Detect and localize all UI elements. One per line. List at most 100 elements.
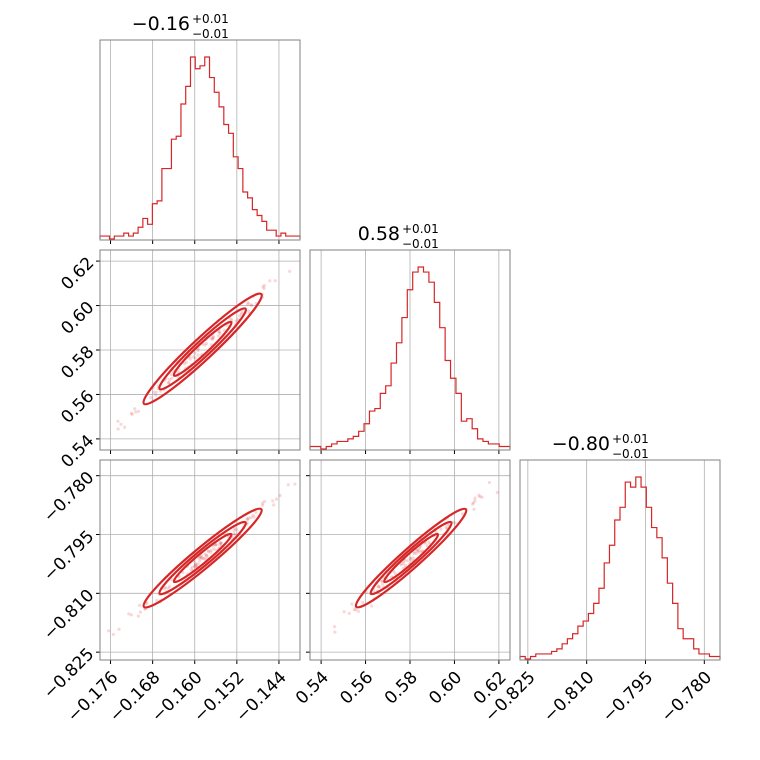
sample-point	[356, 609, 361, 613]
histogram-3	[519, 476, 721, 660]
sample-point	[246, 301, 250, 305]
sample-point	[219, 541, 223, 545]
sample-point	[196, 353, 200, 357]
sample-point	[193, 351, 197, 355]
y-tick-label: 0.58	[57, 342, 98, 383]
sample-point	[401, 562, 406, 566]
sample-point	[214, 543, 218, 547]
histogram-1	[99, 56, 301, 240]
sample-point	[167, 380, 171, 385]
sample-point	[286, 483, 290, 487]
sample-point	[217, 334, 221, 338]
contour-level-1	[383, 532, 440, 584]
contour-level-3	[142, 507, 263, 609]
sample-point	[199, 556, 204, 560]
sample-point	[416, 550, 420, 554]
contour-level-2	[158, 520, 247, 596]
sample-point	[207, 550, 211, 554]
sample-point	[196, 348, 200, 353]
sample-point	[232, 528, 236, 533]
panel-title-plus-error: +0.01	[612, 432, 649, 446]
sample-point	[202, 556, 206, 560]
sample-point	[182, 361, 187, 366]
sample-point	[240, 310, 244, 314]
sample-point	[205, 553, 209, 557]
sample-point	[444, 525, 448, 530]
sample-point	[193, 356, 197, 360]
sample-point	[116, 419, 120, 423]
sample-point	[218, 543, 222, 547]
contour-level-1	[172, 532, 233, 584]
sample-point	[477, 493, 481, 497]
x-tick-label: −0.810	[540, 668, 599, 727]
sample-point	[193, 565, 197, 569]
sample-point	[342, 610, 346, 614]
sample-point	[263, 499, 267, 504]
sample-point	[197, 556, 201, 560]
sample-point	[188, 357, 192, 361]
sample-point	[234, 319, 238, 323]
sample-point	[278, 493, 282, 498]
sample-point	[252, 515, 256, 519]
panel-frame	[99, 249, 301, 451]
sample-point	[210, 337, 215, 341]
sample-point	[158, 389, 163, 393]
sample-point	[203, 552, 207, 556]
sample-point	[404, 564, 408, 568]
sample-point	[198, 559, 202, 563]
sample-point	[229, 317, 233, 321]
sample-point	[133, 407, 137, 411]
contour-level-3	[354, 507, 468, 609]
panel-frame	[309, 249, 511, 451]
sample-point	[378, 585, 382, 589]
sample-point	[347, 611, 351, 615]
sample-point	[405, 559, 409, 563]
contour-level-3	[142, 292, 263, 406]
sample-point	[495, 490, 499, 495]
sample-point	[249, 303, 253, 307]
sample-point	[409, 556, 413, 560]
sample-point	[168, 377, 172, 382]
x-tick-label: 0.54	[292, 668, 333, 709]
sample-point	[211, 336, 215, 340]
x-tick-label: 0.56	[336, 668, 377, 709]
sample-point	[196, 562, 200, 566]
sample-point	[377, 584, 381, 588]
sample-point	[261, 503, 265, 507]
sample-point	[211, 334, 215, 338]
sample-point	[272, 503, 276, 507]
sample-point	[411, 556, 415, 560]
y-tick-label: −0.780	[40, 468, 99, 527]
sample-point	[203, 343, 207, 347]
sample-point	[162, 587, 167, 591]
sample-point	[470, 502, 475, 506]
sample-point	[119, 422, 123, 426]
sample-point	[239, 312, 244, 316]
hist-panel-1: −0.16 +0.01−0.01	[99, 12, 301, 244]
sample-point	[136, 614, 140, 618]
panel-frame	[519, 459, 721, 661]
sample-point	[152, 390, 156, 395]
sample-point	[262, 286, 266, 291]
sample-point	[137, 603, 142, 608]
sample-point	[425, 543, 429, 548]
sample-point	[199, 555, 203, 559]
sample-point	[232, 532, 236, 536]
sample-point	[129, 411, 133, 415]
x-tick-label: −0.795	[599, 668, 658, 727]
sample-point	[130, 412, 134, 416]
sample-point	[273, 279, 277, 283]
scatter-panel-1-0	[96, 249, 301, 454]
sample-point	[370, 604, 374, 608]
sample-point	[453, 521, 457, 525]
sample-point	[116, 427, 120, 431]
sample-point	[439, 527, 443, 531]
sample-point	[189, 567, 193, 571]
sample-point	[379, 579, 384, 583]
sample-point	[236, 317, 240, 322]
sample-point	[274, 497, 279, 501]
sample-point	[376, 585, 380, 589]
sample-point	[123, 425, 127, 429]
sample-point	[209, 337, 213, 341]
